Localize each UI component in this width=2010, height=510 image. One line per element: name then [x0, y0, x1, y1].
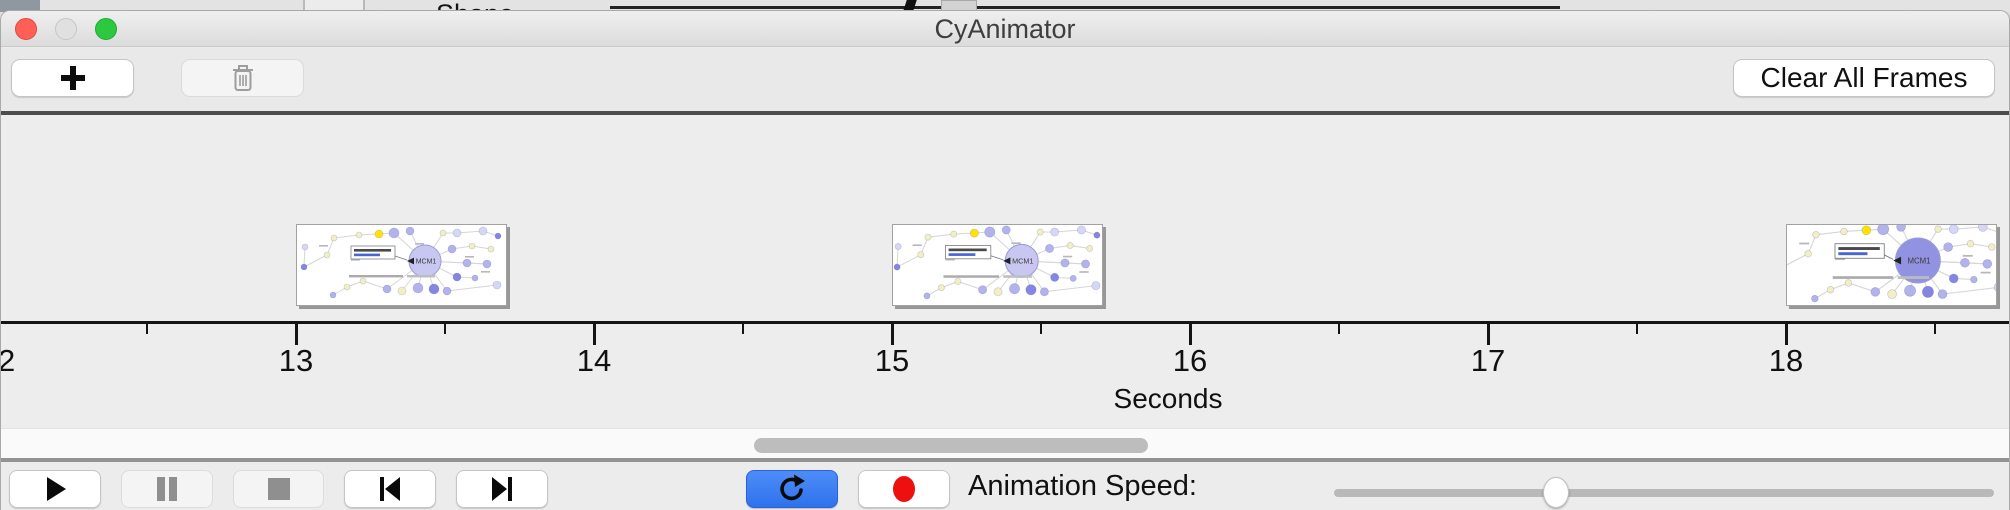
title-bar: CyAnimator [1, 11, 2009, 47]
background-panel-fragment [303, 0, 365, 12]
animation-speed-slider-thumb[interactable] [1543, 477, 1569, 508]
minimize-button[interactable] [55, 18, 77, 40]
window-title: CyAnimator [934, 14, 1076, 44]
axis-tick-label: 16 [1172, 343, 1208, 378]
plus-icon [60, 66, 85, 90]
animation-speed-label: Animation Speed: [968, 470, 1197, 502]
skip-to-end-icon [492, 477, 512, 501]
axis-major-tick [1188, 324, 1192, 345]
svg-text:MCM1: MCM1 [1012, 257, 1033, 266]
axis-unit-label: Seconds [1113, 383, 1223, 414]
timeline-panel[interactable]: Seconds 12 13 14 15 16 17 18 MCM1 MCM1 MCM1 [1, 115, 2009, 428]
axis-minor-tick [1040, 324, 1042, 334]
background-toolbar-fragment [0, 0, 40, 12]
axis-major-tick [592, 324, 596, 345]
stop-button[interactable] [233, 470, 324, 508]
zoom-button[interactable] [95, 18, 117, 40]
background-app-strip: Shape [0, 0, 2010, 12]
playback-controls-bar: Animation Speed: [1, 462, 2009, 510]
skip-to-start-button[interactable] [344, 470, 436, 508]
axis-minor-tick [1934, 324, 1936, 334]
axis-major-tick [294, 324, 298, 345]
axis-tick-label: 14 [576, 343, 612, 378]
axis-tick-label: 17 [1470, 343, 1506, 378]
controls-separator [1, 458, 2009, 462]
axis-tick-label: 18 [1768, 343, 1804, 378]
close-button[interactable] [15, 18, 37, 40]
pause-button[interactable] [121, 470, 213, 508]
skip-to-end-button[interactable] [456, 470, 548, 508]
network-graph-preview: MCM1 [893, 225, 1101, 300]
loop-icon [780, 474, 805, 501]
axis-major-tick [1486, 324, 1490, 345]
timeline-scrollbar-thumb[interactable] [754, 438, 1148, 453]
delete-frame-button[interactable] [181, 59, 304, 97]
network-graph-preview: MCM1 [300, 226, 502, 299]
record-button[interactable] [858, 470, 950, 508]
play-button[interactable] [9, 470, 101, 508]
frame-toolbar: Clear All Frames [1, 48, 2009, 111]
frame-thumbnail[interactable]: MCM1 [296, 224, 507, 306]
play-icon [47, 477, 66, 501]
background-window-edge [610, 6, 1560, 9]
toolbar-separator [1, 111, 2009, 115]
axis-major-tick [1784, 324, 1788, 345]
network-graph-preview: MCM1 [1787, 225, 1996, 303]
axis-tick-label: 13 [278, 343, 314, 378]
axis-minor-tick [1338, 324, 1340, 334]
clear-all-frames-label: Clear All Frames [1760, 62, 1968, 93]
loop-button[interactable] [746, 470, 838, 508]
svg-text:MCM1: MCM1 [416, 259, 437, 266]
background-shape-label: Shape [436, 1, 514, 13]
trash-icon [232, 65, 253, 91]
record-icon [893, 476, 915, 502]
clear-all-frames-button[interactable]: Clear All Frames [1733, 59, 1995, 97]
frame-thumbnail[interactable]: MCM1 [1786, 224, 1997, 306]
pause-icon [157, 477, 177, 501]
axis-tick-label: 12 [1, 343, 38, 379]
animation-speed-slider[interactable] [1334, 477, 1994, 508]
cyanimator-window: CyAnimator [0, 10, 2010, 510]
axis-tick-label: 15 [874, 343, 910, 378]
stop-icon [267, 478, 290, 500]
axis-minor-tick [146, 324, 148, 334]
axis-minor-tick [444, 324, 446, 334]
svg-text:MCM1: MCM1 [1907, 256, 1930, 265]
axis-major-tick [890, 324, 894, 345]
axis-minor-tick [742, 324, 744, 334]
timeline-scrollbar-track[interactable] [1, 428, 2009, 458]
time-axis-line [1, 321, 2009, 324]
axis-minor-tick [1636, 324, 1638, 334]
add-frame-button[interactable] [11, 59, 134, 97]
frame-thumbnail[interactable]: MCM1 [892, 224, 1103, 306]
skip-to-start-icon [380, 477, 400, 501]
